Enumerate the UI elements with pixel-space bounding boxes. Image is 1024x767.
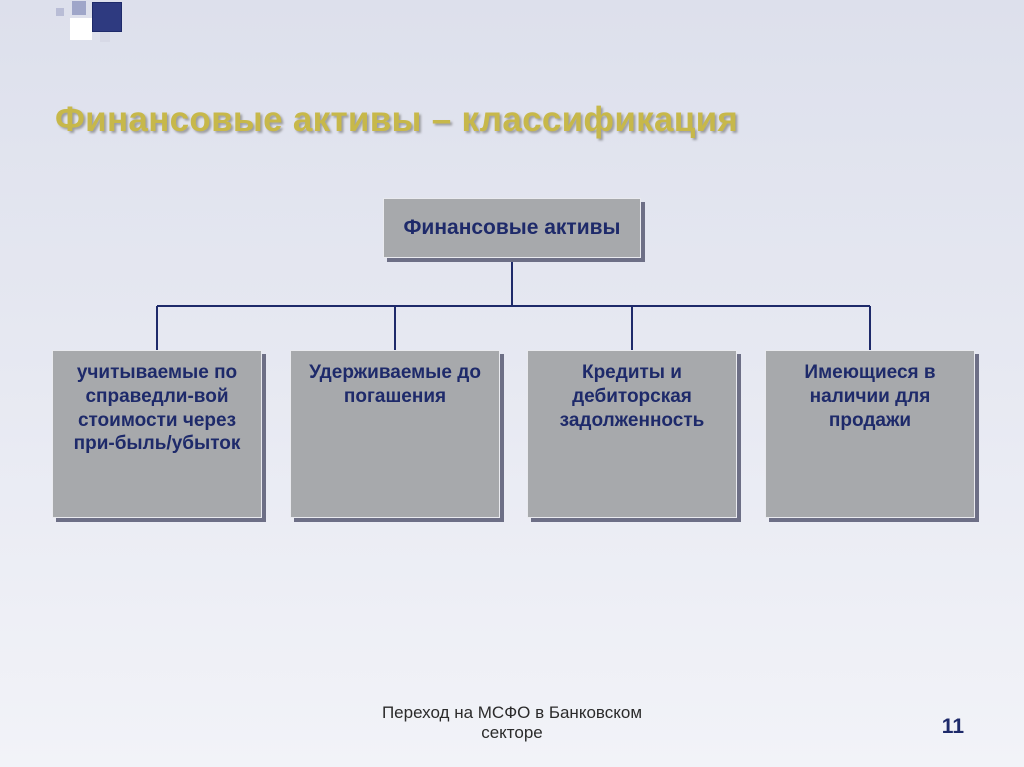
node-held-to-maturity: Удерживаемые до погашения	[290, 350, 500, 518]
node-available-for-sale-label: Имеющиеся в наличии для продажи	[774, 361, 966, 432]
node-fair-value-label: учитываемые по справедли-вой стоимости ч…	[61, 361, 253, 456]
footer-line1: Переход на МСФО в Банковском	[382, 703, 642, 722]
node-available-for-sale: Имеющиеся в наличии для продажи	[765, 350, 975, 518]
node-fair-value: учитываемые по справедли-вой стоимости ч…	[52, 350, 262, 518]
slide-footer: Переход на МСФО в Банковском секторе	[0, 703, 1024, 743]
node-loans-receivables: Кредиты и дебиторская задолженность	[527, 350, 737, 518]
classification-diagram: Финансовые активы учитываемые по справед…	[0, 0, 1024, 767]
footer-line2: секторе	[481, 723, 543, 742]
node-loans-receivables-label: Кредиты и дебиторская задолженность	[536, 361, 728, 432]
node-held-to-maturity-label: Удерживаемые до погашения	[299, 361, 491, 409]
node-root: Финансовые активы	[383, 198, 641, 258]
node-root-label: Финансовые активы	[404, 215, 621, 241]
page-number: 11	[942, 715, 964, 739]
